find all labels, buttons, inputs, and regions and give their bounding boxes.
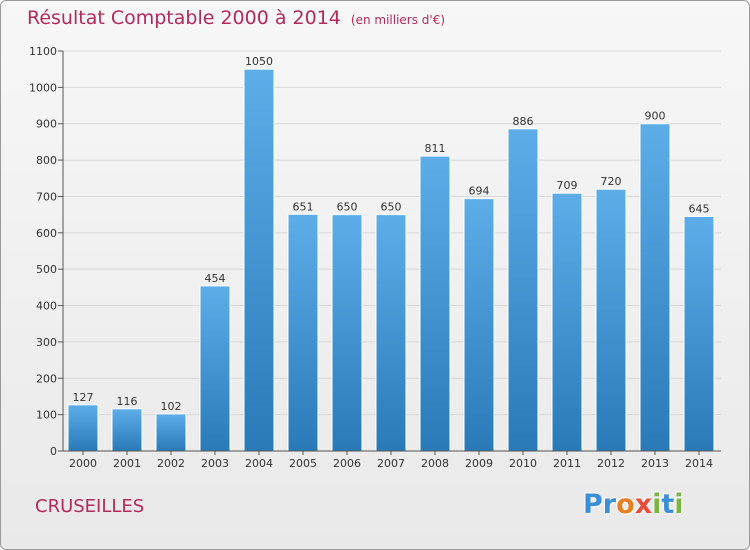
proxiti-logo: Proxiti: [583, 489, 684, 520]
city-name: CRUSEILLES: [35, 496, 145, 517]
bar: [463, 198, 495, 452]
bar-value-label: 650: [337, 201, 358, 214]
y-tick-label: 900: [36, 118, 57, 131]
logo-letter: i: [652, 489, 662, 520]
bar: [287, 213, 319, 452]
y-tick-label: 300: [36, 336, 57, 349]
y-tick-label: 0: [50, 445, 57, 458]
bar-value-label: 454: [205, 272, 226, 285]
bar: [375, 214, 407, 452]
y-tick-label: 1100: [29, 45, 57, 58]
bar-value-label: 127: [73, 391, 94, 404]
bar-value-label: 1050: [245, 55, 273, 68]
title-text: Résultat Comptable 2000 à 2014: [27, 7, 341, 29]
axes: [58, 50, 721, 455]
bar-value-label: 720: [601, 175, 622, 188]
x-tick-label: 2008: [421, 457, 449, 470]
bar-value-label: 650: [381, 201, 402, 214]
labels: 0 100 200 300 400 500 600 700 800 900 1000 1100 127 2…: [29, 45, 713, 470]
y-tick-label: 100: [36, 409, 57, 422]
x-tick-label: 2004: [245, 457, 273, 470]
y-tick-label: 600: [36, 227, 57, 240]
x-tick-label: 2000: [69, 457, 97, 470]
bar: [331, 214, 363, 452]
bar: [199, 285, 231, 452]
x-tick-label: 2007: [377, 457, 405, 470]
x-tick-label: 2011: [553, 457, 581, 470]
x-tick-label: 2009: [465, 457, 493, 470]
title-unit: (en milliers d'€): [350, 13, 446, 27]
bar: [507, 128, 539, 452]
bar: [243, 68, 275, 452]
chart-title: Résultat Comptable 2000 à 2014 (en millie…: [27, 7, 445, 29]
x-tick-label: 2012: [597, 457, 625, 470]
logo-letter: o: [616, 489, 635, 520]
logo-letter: P: [583, 489, 603, 520]
bar: [683, 215, 715, 452]
x-tick-label: 2003: [201, 457, 229, 470]
x-tick-label: 2005: [289, 457, 317, 470]
bar-value-label: 651: [293, 200, 314, 213]
bar-value-label: 694: [469, 185, 490, 198]
y-tick-label: 700: [36, 190, 57, 203]
x-tick-label: 2001: [113, 457, 141, 470]
x-tick-label: 2013: [641, 457, 669, 470]
bar-value-label: 709: [557, 179, 578, 192]
bar-value-label: 900: [645, 110, 666, 123]
y-tick-label: 800: [36, 154, 57, 167]
bar: [639, 123, 671, 452]
x-tick-label: 2002: [157, 457, 185, 470]
x-tick-label: 2006: [333, 457, 361, 470]
bar: [67, 404, 99, 452]
logo-letter: x: [634, 489, 653, 520]
bar-value-label: 645: [689, 202, 710, 215]
bar-value-label: 102: [161, 400, 182, 413]
bars: [67, 68, 715, 452]
bar: [419, 155, 451, 452]
bar: [595, 188, 627, 452]
bar: [111, 408, 143, 452]
x-tick-label: 2014: [685, 457, 713, 470]
y-tick-label: 400: [36, 300, 57, 313]
y-tick-label: 1000: [29, 81, 57, 94]
bar-value-label: 116: [117, 395, 138, 408]
bar: [155, 413, 187, 452]
bar-value-label: 886: [513, 115, 534, 128]
logo-letter: i: [674, 489, 684, 520]
x-tick-label: 2010: [509, 457, 537, 470]
bar-value-label: 811: [425, 142, 446, 155]
logo-letter: r: [602, 489, 617, 520]
y-tick-label: 500: [36, 263, 57, 276]
logo-letter: t: [661, 489, 675, 520]
bar: [551, 192, 583, 452]
y-tick-label: 200: [36, 372, 57, 385]
